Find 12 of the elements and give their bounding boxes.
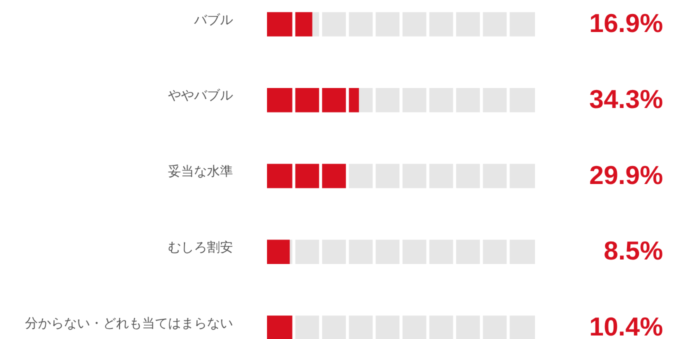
data-label: 16.9% xyxy=(589,8,663,38)
y-tick-label: 分からない・どれも当てはまらない xyxy=(25,316,233,332)
y-tick-label: ややバブル xyxy=(168,88,233,104)
data-label: 8.5% xyxy=(604,236,663,266)
data-label: 29.9% xyxy=(589,160,663,190)
y-tick-label: バブル xyxy=(193,12,233,28)
bar xyxy=(267,240,290,264)
y-tick-label: 妥当な水準 xyxy=(168,164,233,180)
bar xyxy=(267,12,312,36)
y-tick-label: むしろ割安 xyxy=(168,239,233,256)
data-label: 34.3% xyxy=(589,84,663,114)
data-label: 10.4% xyxy=(589,312,663,339)
